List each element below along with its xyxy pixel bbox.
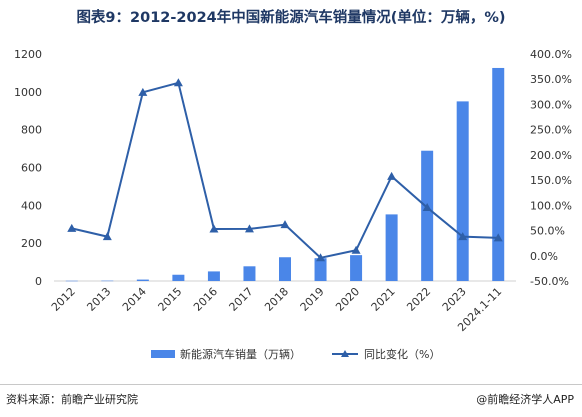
- brand-credit: @前瞻经济学人APP: [476, 393, 574, 406]
- yoy-marker: [351, 245, 361, 254]
- right-tick-label: 300.0%: [530, 98, 572, 111]
- sales-bar: [421, 150, 434, 281]
- sales-bar: [101, 280, 114, 282]
- right-tick-label: 400.0%: [530, 48, 572, 61]
- sales-bar: [350, 255, 363, 281]
- x-tick-label: 2018: [262, 285, 291, 314]
- chart-title: 图表9：2012-2024年中国新能源汽车销量情况(单位：万辆，%): [76, 10, 506, 26]
- sales-bar: [279, 257, 291, 281]
- left-axis-ticks: 0 200 400 600 800 1000 1200: [14, 48, 42, 288]
- legend-bar-swatch: [151, 350, 175, 358]
- legend-line-marker: [341, 350, 349, 357]
- bar-series: [65, 67, 505, 282]
- x-tick-label: 2020: [333, 285, 362, 314]
- x-tick-label: 2017: [227, 285, 256, 314]
- yoy-marker: [458, 232, 468, 241]
- legend-line-label: 同比变化（%）: [364, 347, 440, 361]
- yoy-marker: [67, 223, 77, 232]
- x-tick-label: 2023: [440, 285, 469, 314]
- right-tick-label: 200.0%: [530, 149, 572, 162]
- yoy-marker: [493, 233, 503, 242]
- sales-bar: [136, 279, 149, 281]
- x-axis-ticks: 2012 2013 2014 2015 2016 2017 2018 2019 2020 2021…: [49, 285, 504, 334]
- x-tick-label: 2013: [84, 285, 113, 314]
- sales-bar: [243, 266, 256, 281]
- x-tick-label: 2022: [404, 285, 433, 314]
- source-note: 资料来源：前瞻产业研究院: [6, 393, 138, 406]
- yoy-marker: [102, 232, 112, 241]
- x-tick-label: 2015: [156, 285, 185, 314]
- legend: 新能源汽车销量（万辆） 同比变化（%）: [151, 347, 440, 361]
- sales-bar: [314, 258, 327, 281]
- yoy-marker: [173, 78, 183, 87]
- right-tick-label: 250.0%: [530, 124, 572, 137]
- sales-bar: [492, 67, 505, 281]
- right-tick-label: 100.0%: [530, 199, 572, 212]
- sales-bar: [456, 101, 469, 281]
- yoy-marker: [387, 171, 397, 180]
- x-tick-label: 2012: [49, 285, 78, 314]
- right-tick-label: 0.0%: [530, 250, 558, 263]
- x-tick-label: 2019: [298, 285, 327, 314]
- left-tick-label: 0: [35, 275, 42, 288]
- right-tick-label: 350.0%: [530, 73, 572, 86]
- right-tick-label: -50.0%: [530, 275, 569, 288]
- yoy-marker: [422, 203, 432, 212]
- left-tick-label: 800: [21, 124, 42, 137]
- yoy-marker: [244, 224, 254, 233]
- footer-divider: [0, 384, 582, 385]
- right-axis-ticks: -50.0% 0.0% 50.0% 100.0% 150.0% 200.0% 250.0% 3…: [530, 48, 572, 288]
- yoy-marker: [280, 220, 290, 229]
- x-tick-label: 2016: [191, 285, 220, 314]
- left-tick-label: 600: [21, 162, 42, 175]
- left-tick-label: 400: [21, 199, 42, 212]
- left-tick-label: 200: [21, 237, 42, 250]
- x-tick-label: 2014: [120, 285, 149, 314]
- yoy-line: [71, 81, 499, 259]
- right-tick-label: 50.0%: [530, 225, 565, 238]
- left-tick-label: 1200: [14, 48, 42, 61]
- yoy-marker: [138, 87, 148, 96]
- sales-bar: [207, 271, 220, 281]
- combo-chart: 0 200 400 600 800 1000 1200 -50.0% 0.0% 50.0% 100…: [14, 48, 572, 361]
- sales-bar: [65, 280, 78, 282]
- sales-bar: [172, 274, 185, 281]
- yoy-marker: [209, 224, 219, 233]
- legend-bar-label: 新能源汽车销量（万辆）: [180, 347, 301, 361]
- left-tick-label: 1000: [14, 86, 42, 99]
- x-tick-label: 2021: [369, 285, 398, 314]
- yoy-marker: [316, 253, 326, 262]
- sales-bar: [385, 214, 398, 281]
- line-series: [67, 78, 503, 262]
- right-tick-label: 150.0%: [530, 174, 572, 187]
